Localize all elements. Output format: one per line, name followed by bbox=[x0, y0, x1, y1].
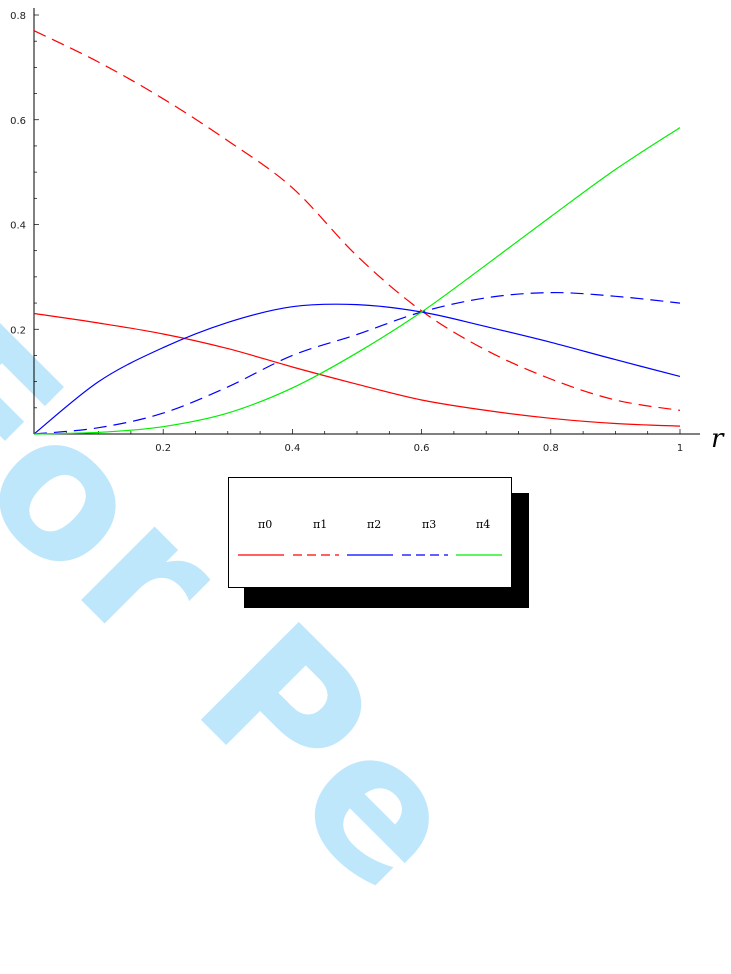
x-tick-label: 0.8 bbox=[543, 443, 559, 454]
legend-swatches bbox=[238, 554, 502, 556]
chart-ticks: 0.2 0.4 0.6 0.8 1 0.2 0.4 0.6 0.8 bbox=[10, 11, 683, 454]
x-tick-label: 0.4 bbox=[284, 443, 300, 454]
legend-label-4: π4 bbox=[476, 518, 491, 531]
y-tick-label: 0.2 bbox=[10, 325, 26, 336]
legend-label-0: π0 bbox=[258, 518, 273, 531]
y-tick-label: 0.6 bbox=[10, 116, 26, 127]
x-tick-label: 0.6 bbox=[414, 443, 430, 454]
chart-series bbox=[33, 30, 681, 435]
y-tick-label: 0.4 bbox=[10, 221, 26, 232]
legend-label-2: π2 bbox=[367, 518, 382, 531]
x-tick-label: 0.2 bbox=[155, 443, 171, 454]
x-tick-label: 1 bbox=[677, 443, 683, 454]
series-line-4 bbox=[33, 127, 681, 435]
chart-axes bbox=[33, 8, 700, 435]
legend: π0 π1 π2 π3 π4 bbox=[228, 477, 512, 588]
legend-label-1: π1 bbox=[313, 518, 328, 531]
line-chart: 0.2 0.4 0.6 0.8 1 0.2 0.4 0.6 0.8 r bbox=[10, 8, 725, 454]
x-axis-title: r bbox=[711, 424, 725, 454]
series-line-0 bbox=[33, 312, 681, 427]
legend-label-3: π3 bbox=[422, 518, 437, 531]
series-line-2 bbox=[33, 303, 681, 435]
y-tick-label: 0.8 bbox=[10, 11, 26, 22]
series-line-1 bbox=[33, 30, 681, 411]
series-line-3 bbox=[33, 291, 681, 435]
